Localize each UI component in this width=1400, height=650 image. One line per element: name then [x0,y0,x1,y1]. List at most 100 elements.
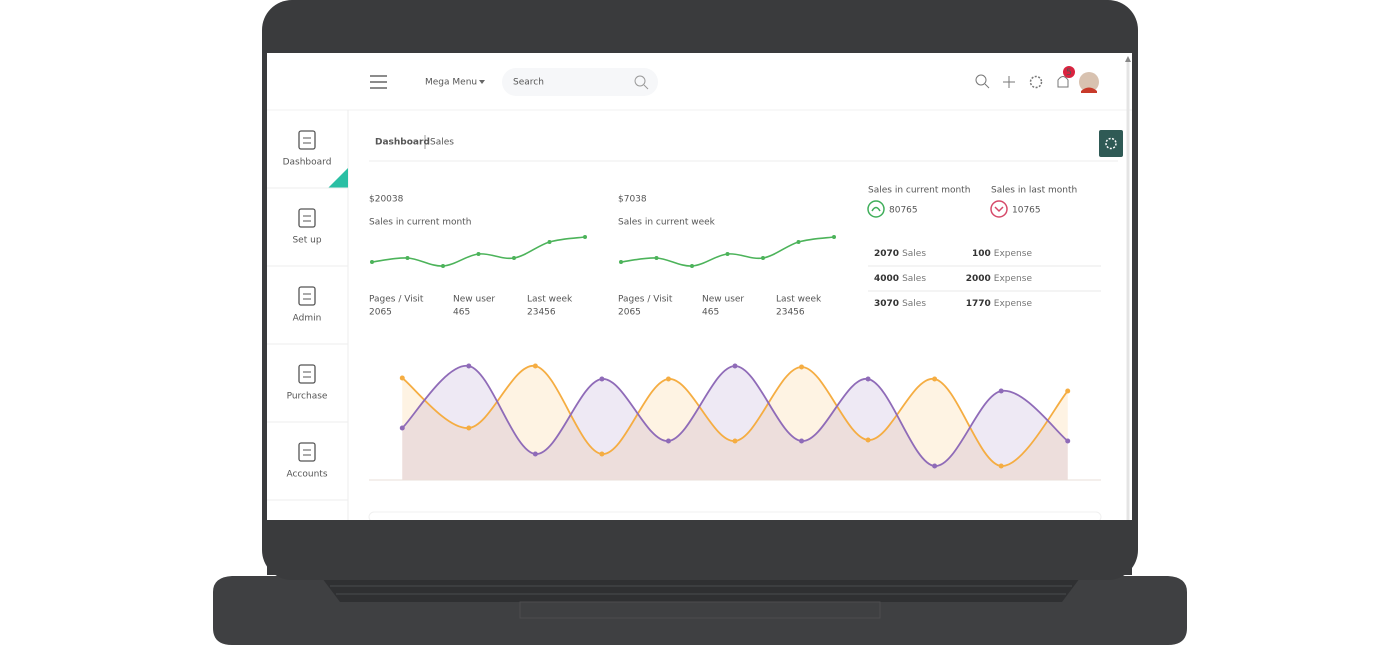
sidebar-item: Admin [293,314,322,324]
badge [1063,66,1075,78]
search-icon [643,84,649,90]
wave-point [998,388,1004,394]
metric-value: 23456 [776,308,805,318]
sidebar-icon [298,286,316,306]
sales-unit: Sales [902,249,926,259]
sidebar-icon [298,208,316,228]
wave-point [1065,388,1071,394]
wave-point [998,463,1004,469]
wave-point [599,376,605,382]
sales-value: 4000 [874,274,899,284]
breadcrumb-item: Dashboard [375,138,430,148]
avatar[interactable] [1079,72,1099,92]
sales-cell: 2070 Sales [874,249,926,259]
wave-point [532,363,538,369]
stat-label: Sales in current month [369,218,471,228]
wave-point [532,451,538,457]
metric-label: New user [453,295,495,305]
wave-point [466,363,472,369]
metric-value: 2065 [618,308,641,318]
screen-chin [267,520,1132,575]
breadcrumb-item: Sales [430,138,454,148]
stat-value: $20038 [369,195,404,205]
wave-point [599,451,605,457]
sparkline-point [832,235,836,239]
metric-label: Pages / Visit [618,295,673,305]
expense-unit: Expense [994,274,1033,284]
sparkline-point [761,256,765,260]
touchpad [519,601,881,619]
wave-point [932,463,938,469]
avatar [1081,87,1097,93]
search-placeholder: Search [513,78,544,88]
hamburger[interactable] [370,75,387,89]
sparkline-point [583,235,587,239]
bell-icon[interactable] [1057,76,1069,88]
metric-label: Last week [527,295,573,305]
sparkline-point [512,256,516,260]
wave-point [665,376,671,382]
expense-value: 100 [972,249,991,259]
sidebar-item: Purchase [287,392,328,402]
settings-icon[interactable] [1029,75,1043,89]
sparkline-point [619,260,623,264]
expense-value: 2000 [966,274,991,284]
expense-cell: 2000 Expense [966,274,1033,284]
monthly-value: 80765 [889,206,918,216]
keyboard [322,578,1080,602]
expense-cell: 100 Expense [972,249,1032,259]
sparkline-point [547,240,552,244]
settings-tab-icon [1105,137,1117,150]
dropdown-caret [479,80,485,84]
sparkline-point [405,256,410,260]
sparkline-point [441,264,445,268]
wave-area [402,365,1068,480]
scroll-arrow [1125,56,1131,62]
search-box[interactable] [502,68,658,96]
sidebar-item: Set up [292,236,321,246]
metric-label: New user [702,295,744,305]
sparkline-point [476,252,481,256]
sparkline-point [725,252,730,256]
sidebar-icon [298,130,316,150]
sidebar-item: Accounts [286,470,327,480]
search-icon [634,75,646,87]
metric-value: 23456 [527,308,556,318]
notification-count: 5 [1066,68,1072,78]
expense-cell: 1770 Expense [966,299,1033,309]
settings-tab[interactable] [1099,130,1123,157]
wave-point [799,438,805,444]
sales-value: 3070 [874,299,899,309]
active-marker [328,168,348,188]
wave-point [865,437,871,443]
sparkline-point [690,264,694,268]
monthly-value: 10765 [1012,206,1041,216]
sales-unit: Sales [902,274,926,284]
wave-point [865,376,871,382]
wave-point [665,438,671,444]
wave-point [1065,438,1071,444]
sidebar-item: Dashboard [283,158,332,168]
mega-menu: Mega Menu [425,78,477,88]
sales-cell: 4000 Sales [874,274,926,284]
wave-point [466,425,472,431]
metric-value: 2065 [369,308,392,318]
wave-point [399,425,405,431]
move-icon[interactable] [1003,76,1015,88]
stat-value: $7038 [618,195,647,205]
stat-label: Sales in current week [618,218,716,228]
monthly-label: Sales in current month [868,186,970,196]
expense-value: 1770 [966,299,991,309]
monthly-label: Sales in last month [991,186,1077,196]
wave-point [799,364,805,370]
sales-value: 2070 [874,249,899,259]
up-icon [871,206,881,212]
sparkline-point [370,260,374,264]
expense-unit: Expense [994,249,1033,259]
screen [267,53,1132,520]
metric-label: Pages / Visit [369,295,424,305]
search-button[interactable] [975,74,987,86]
wave-point [732,363,738,369]
